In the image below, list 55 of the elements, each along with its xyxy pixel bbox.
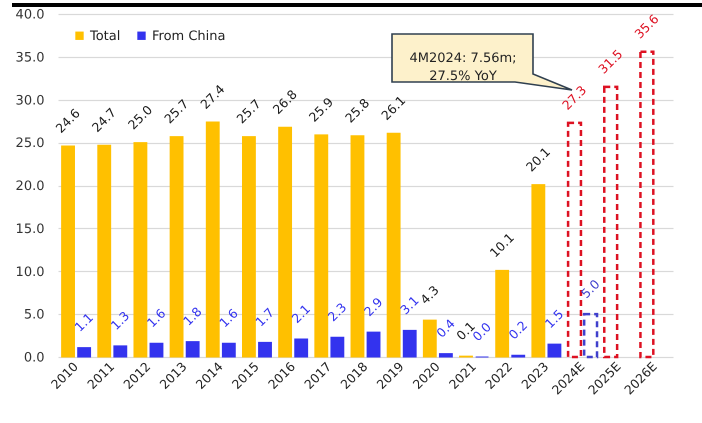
bar <box>77 347 92 358</box>
data-label: 2.3 <box>324 300 350 324</box>
data-label: 1.3 <box>108 308 132 333</box>
data-label: 0.2 <box>506 318 530 342</box>
y-tick-label: 10.0 <box>16 264 44 280</box>
data-label: 3.1 <box>397 292 422 318</box>
bar <box>170 136 184 358</box>
bar <box>402 330 417 358</box>
data-label: 1.6 <box>216 306 241 330</box>
bar <box>531 184 546 358</box>
y-tick-label: 40.0 <box>16 8 44 22</box>
bar <box>330 336 344 358</box>
bar <box>386 132 401 358</box>
bar <box>603 86 618 358</box>
bar <box>150 342 164 358</box>
bar <box>113 345 128 358</box>
bar <box>186 341 200 358</box>
data-label: 1.6 <box>144 306 168 330</box>
legend-label: Total <box>89 28 120 44</box>
y-tick-label: 20.0 <box>16 179 44 194</box>
bar <box>61 146 75 358</box>
bar <box>639 50 655 358</box>
data-label: 1.7 <box>252 304 277 330</box>
data-label: 0.4 <box>433 316 458 341</box>
bar <box>495 270 510 358</box>
bar <box>222 342 236 358</box>
y-tick-label: 0.0 <box>24 350 44 366</box>
bar <box>582 312 598 358</box>
bar <box>566 122 582 358</box>
bar <box>258 342 272 358</box>
bar <box>314 134 328 358</box>
data-label: 5.0 <box>578 276 603 302</box>
data-label: 1.5 <box>542 306 566 332</box>
annotation: 4M2024: 7.56m; 27.5% YoY <box>409 51 517 84</box>
bar <box>242 136 256 358</box>
bar <box>278 126 292 358</box>
y-tick-label: 15.0 <box>16 222 44 237</box>
bar <box>206 122 220 358</box>
data-label: 1.1 <box>71 310 96 335</box>
bar <box>547 344 562 358</box>
bar <box>350 135 364 358</box>
y-tick-label: 5.0 <box>24 308 44 323</box>
data-label: 1.8 <box>180 304 205 329</box>
data-label: 2.9 <box>360 294 386 320</box>
bar <box>366 332 380 358</box>
bar <box>133 142 148 358</box>
y-tick-label: 30.0 <box>16 93 44 108</box>
bar <box>97 144 112 358</box>
bar <box>294 338 308 358</box>
data-label: 2.1 <box>288 301 314 326</box>
bar <box>438 353 453 358</box>
legend-label: From China <box>152 28 226 44</box>
y-tick-label: 35.0 <box>16 50 44 66</box>
y-tick-label: 25.0 <box>16 136 44 152</box>
bar <box>422 320 437 358</box>
